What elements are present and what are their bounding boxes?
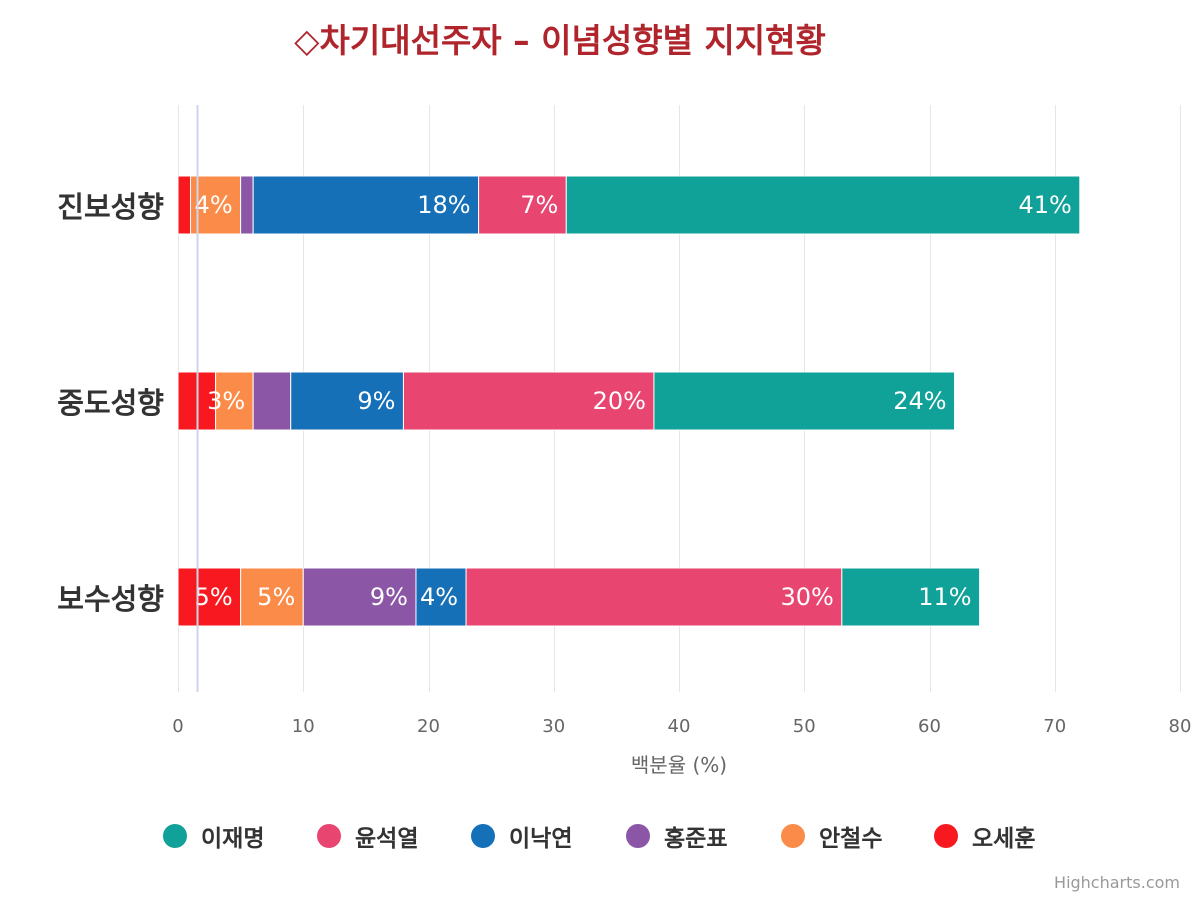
legend-item[interactable]: 오세훈 [934,824,1035,852]
bar-segment [240,567,304,627]
legend-label: 이낙연 [509,826,572,852]
legend-label: 안철수 [819,826,882,852]
bar-segment [252,175,480,235]
x-tick-label: 30 [542,716,565,737]
x-tick-label: 80 [1169,716,1192,737]
x-tick-label: 0 [172,716,183,737]
bar-segment [177,175,192,235]
bar-segment [290,371,404,431]
data-label: 3% [207,387,245,415]
data-label: 7% [520,191,558,219]
legend-symbol [163,824,187,848]
data-label: 30% [780,583,833,611]
data-label: 9% [370,583,408,611]
bar-segment [653,371,956,431]
legend-item[interactable]: 윤석열 [317,824,418,852]
legend-symbol [934,824,958,848]
bar-segment [841,567,981,627]
legend-item[interactable]: 안철수 [781,824,882,852]
data-label: 41% [1018,191,1071,219]
data-label: 9% [357,387,395,415]
legend-symbol [471,824,495,848]
legend-symbol [781,824,805,848]
data-label: 5% [195,583,233,611]
x-tick-label: 40 [668,716,691,737]
legend-label: 윤석열 [355,826,418,852]
legend-label: 이재명 [201,826,264,852]
legend-item[interactable]: 홍준표 [626,824,727,852]
data-label: 24% [893,387,946,415]
data-label: 4% [195,191,233,219]
bar-segment [415,567,467,627]
x-tick-label: 20 [417,716,440,737]
labels-layer: 4% 18% 7% 41% 3% 9% 20% 24% 5% 5% 9% 4% 30% 11% [195,191,1072,611]
bar-segment [252,371,292,431]
bar-segment [215,371,254,431]
category-label: 진보성향 [57,190,164,224]
chart-title: ◇차기대선주자 – 이념성향별 지지현황 [294,21,826,60]
category-label: 중도성향 [57,386,164,420]
bar-segment [478,175,567,235]
bars-layer [177,175,1081,627]
data-label: 4% [420,583,458,611]
category-label: 보수성향 [57,582,164,616]
bar-segment [302,567,417,627]
legend-item[interactable]: 이재명 [163,824,264,852]
legend-layer: 이재명 윤석열 이낙연 홍준표 안철수 오세훈 [163,824,1035,852]
bar-segment [190,175,242,235]
data-label: 20% [593,387,646,415]
legend-item[interactable]: 이낙연 [471,824,572,852]
x-tick-label: 60 [918,716,941,737]
x-tick-label: 50 [793,716,816,737]
legend-label: 홍준표 [664,826,727,852]
data-label: 18% [417,191,470,219]
bar-segment [465,567,843,627]
x-axis-title: 백분율 (%) [631,753,727,777]
legend-symbol [626,824,650,848]
x-tick-label: 70 [1043,716,1066,737]
bar-segment [240,175,254,235]
legend-label: 오세훈 [972,826,1035,852]
legend-symbol [317,824,341,848]
x-tick-label: 10 [292,716,315,737]
credits-link[interactable]: Highcharts.com [1054,873,1180,892]
bar-segment [565,175,1081,235]
data-label: 5% [257,583,295,611]
data-label: 11% [918,583,971,611]
